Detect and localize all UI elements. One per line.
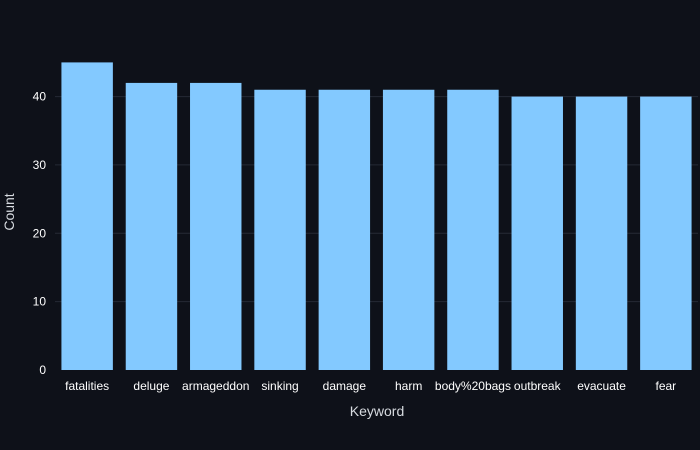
x-tick-label: deluge <box>133 379 169 393</box>
bar-armageddon[interactable] <box>190 82 242 371</box>
x-tick-labels: fatalities deluge armageddon sinking damage h… <box>65 379 676 393</box>
bar-fear[interactable] <box>640 96 692 370</box>
x-axis-label: Keyword <box>350 403 404 419</box>
x-tick-label: harm <box>395 379 422 393</box>
bar-outbreak[interactable] <box>511 96 563 370</box>
x-tick-label: sinking <box>261 379 298 393</box>
y-tick-label: 20 <box>33 226 47 240</box>
y-tick-label: 0 <box>39 363 46 377</box>
x-tick-label: damage <box>323 379 367 393</box>
x-tick-label: fear <box>656 379 677 393</box>
bar-fatalities[interactable] <box>61 62 113 371</box>
bar-evacuate[interactable] <box>575 96 628 370</box>
y-axis-label: Count <box>1 193 17 230</box>
bar-sinking[interactable] <box>254 89 306 371</box>
bars <box>61 62 692 371</box>
y-tick-label: 30 <box>33 158 47 172</box>
bar-deluge[interactable] <box>125 82 178 371</box>
x-tick-label: armageddon <box>182 379 249 393</box>
bar-body-20bags[interactable] <box>447 89 499 371</box>
x-tick-label: body%20bags <box>435 379 511 393</box>
x-tick-label: outbreak <box>514 379 562 393</box>
x-tick-label: fatalities <box>65 379 109 393</box>
bar-damage[interactable] <box>318 89 371 371</box>
y-tick-label: 10 <box>33 295 47 309</box>
bar-harm[interactable] <box>382 89 435 371</box>
y-tick-labels: 0 10 20 30 40 <box>33 90 47 377</box>
x-tick-label: evacuate <box>577 379 626 393</box>
y-tick-label: 40 <box>33 90 47 104</box>
